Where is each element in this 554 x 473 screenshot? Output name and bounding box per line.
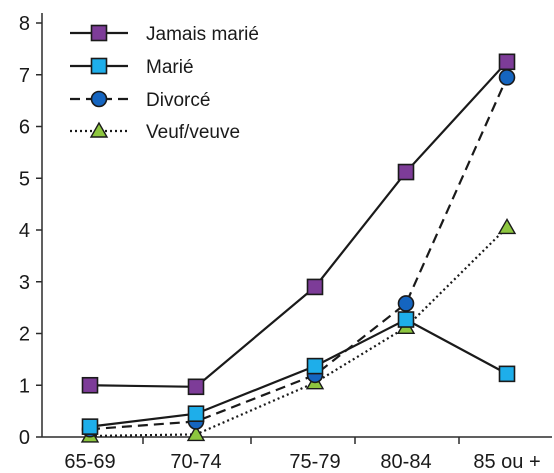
y-tick-label: 5 xyxy=(19,168,30,190)
y-tick-label: 0 xyxy=(19,427,30,449)
data-point-mari xyxy=(397,311,415,328)
data-point-jamais-mari xyxy=(306,278,324,296)
data-point-mari xyxy=(81,418,99,435)
legend-marker-mari xyxy=(90,57,108,75)
chart-series xyxy=(80,53,517,443)
legend-marker-jamais-mari xyxy=(90,24,108,42)
legend-label-mari: Marié xyxy=(146,57,194,78)
series-line-veuf-veuve xyxy=(89,226,508,438)
legend-label-veuf-veuve: Veuf/veuve xyxy=(146,122,240,143)
data-point-veuf-veuve xyxy=(186,425,206,442)
y-tick-label: 1 xyxy=(19,375,30,397)
data-point-jamais-mari xyxy=(498,53,516,71)
y-tick-label: 7 xyxy=(19,65,30,87)
data-point-divorc xyxy=(498,69,516,86)
series-line-divorc xyxy=(89,76,509,431)
series-line-mari xyxy=(89,318,508,428)
data-point-mari xyxy=(187,405,205,423)
x-tick-label: 80-84 xyxy=(380,451,431,473)
x-tick-label: 70-74 xyxy=(170,451,221,473)
y-tick-label: 6 xyxy=(19,117,30,139)
chart-legend: Jamais marié Marié Divorcé Veuf/veuve xyxy=(70,24,259,143)
x-tick-label: 75-79 xyxy=(289,451,340,473)
data-point-jamais-mari xyxy=(187,378,205,396)
data-point-jamais-mari xyxy=(397,163,415,181)
data-point-divorc xyxy=(397,295,415,312)
y-tick-label: 8 xyxy=(19,13,30,35)
legend-marker-divorc xyxy=(90,90,108,108)
data-point-mari xyxy=(306,357,324,375)
x-tick-label: 65-69 xyxy=(64,451,115,473)
y-tick-label: 3 xyxy=(19,272,30,294)
x-tick-label: 85 ou + xyxy=(473,451,540,473)
chart-axes: 0 1 2 3 4 5 6 7 8 65-69 70-74 75-79 80-84 85 ou + xyxy=(19,13,552,473)
data-point-jamais-mari xyxy=(81,376,99,394)
legend-label-jamais-mari: Jamais marié xyxy=(146,24,259,45)
legend-marker-veuf-veuve xyxy=(89,121,109,138)
data-point-mari xyxy=(498,365,516,383)
y-tick-label: 2 xyxy=(19,324,30,346)
y-tick-label: 4 xyxy=(19,220,30,242)
data-point-veuf-veuve xyxy=(497,218,517,235)
legend-label-divorc: Divorcé xyxy=(146,90,210,111)
